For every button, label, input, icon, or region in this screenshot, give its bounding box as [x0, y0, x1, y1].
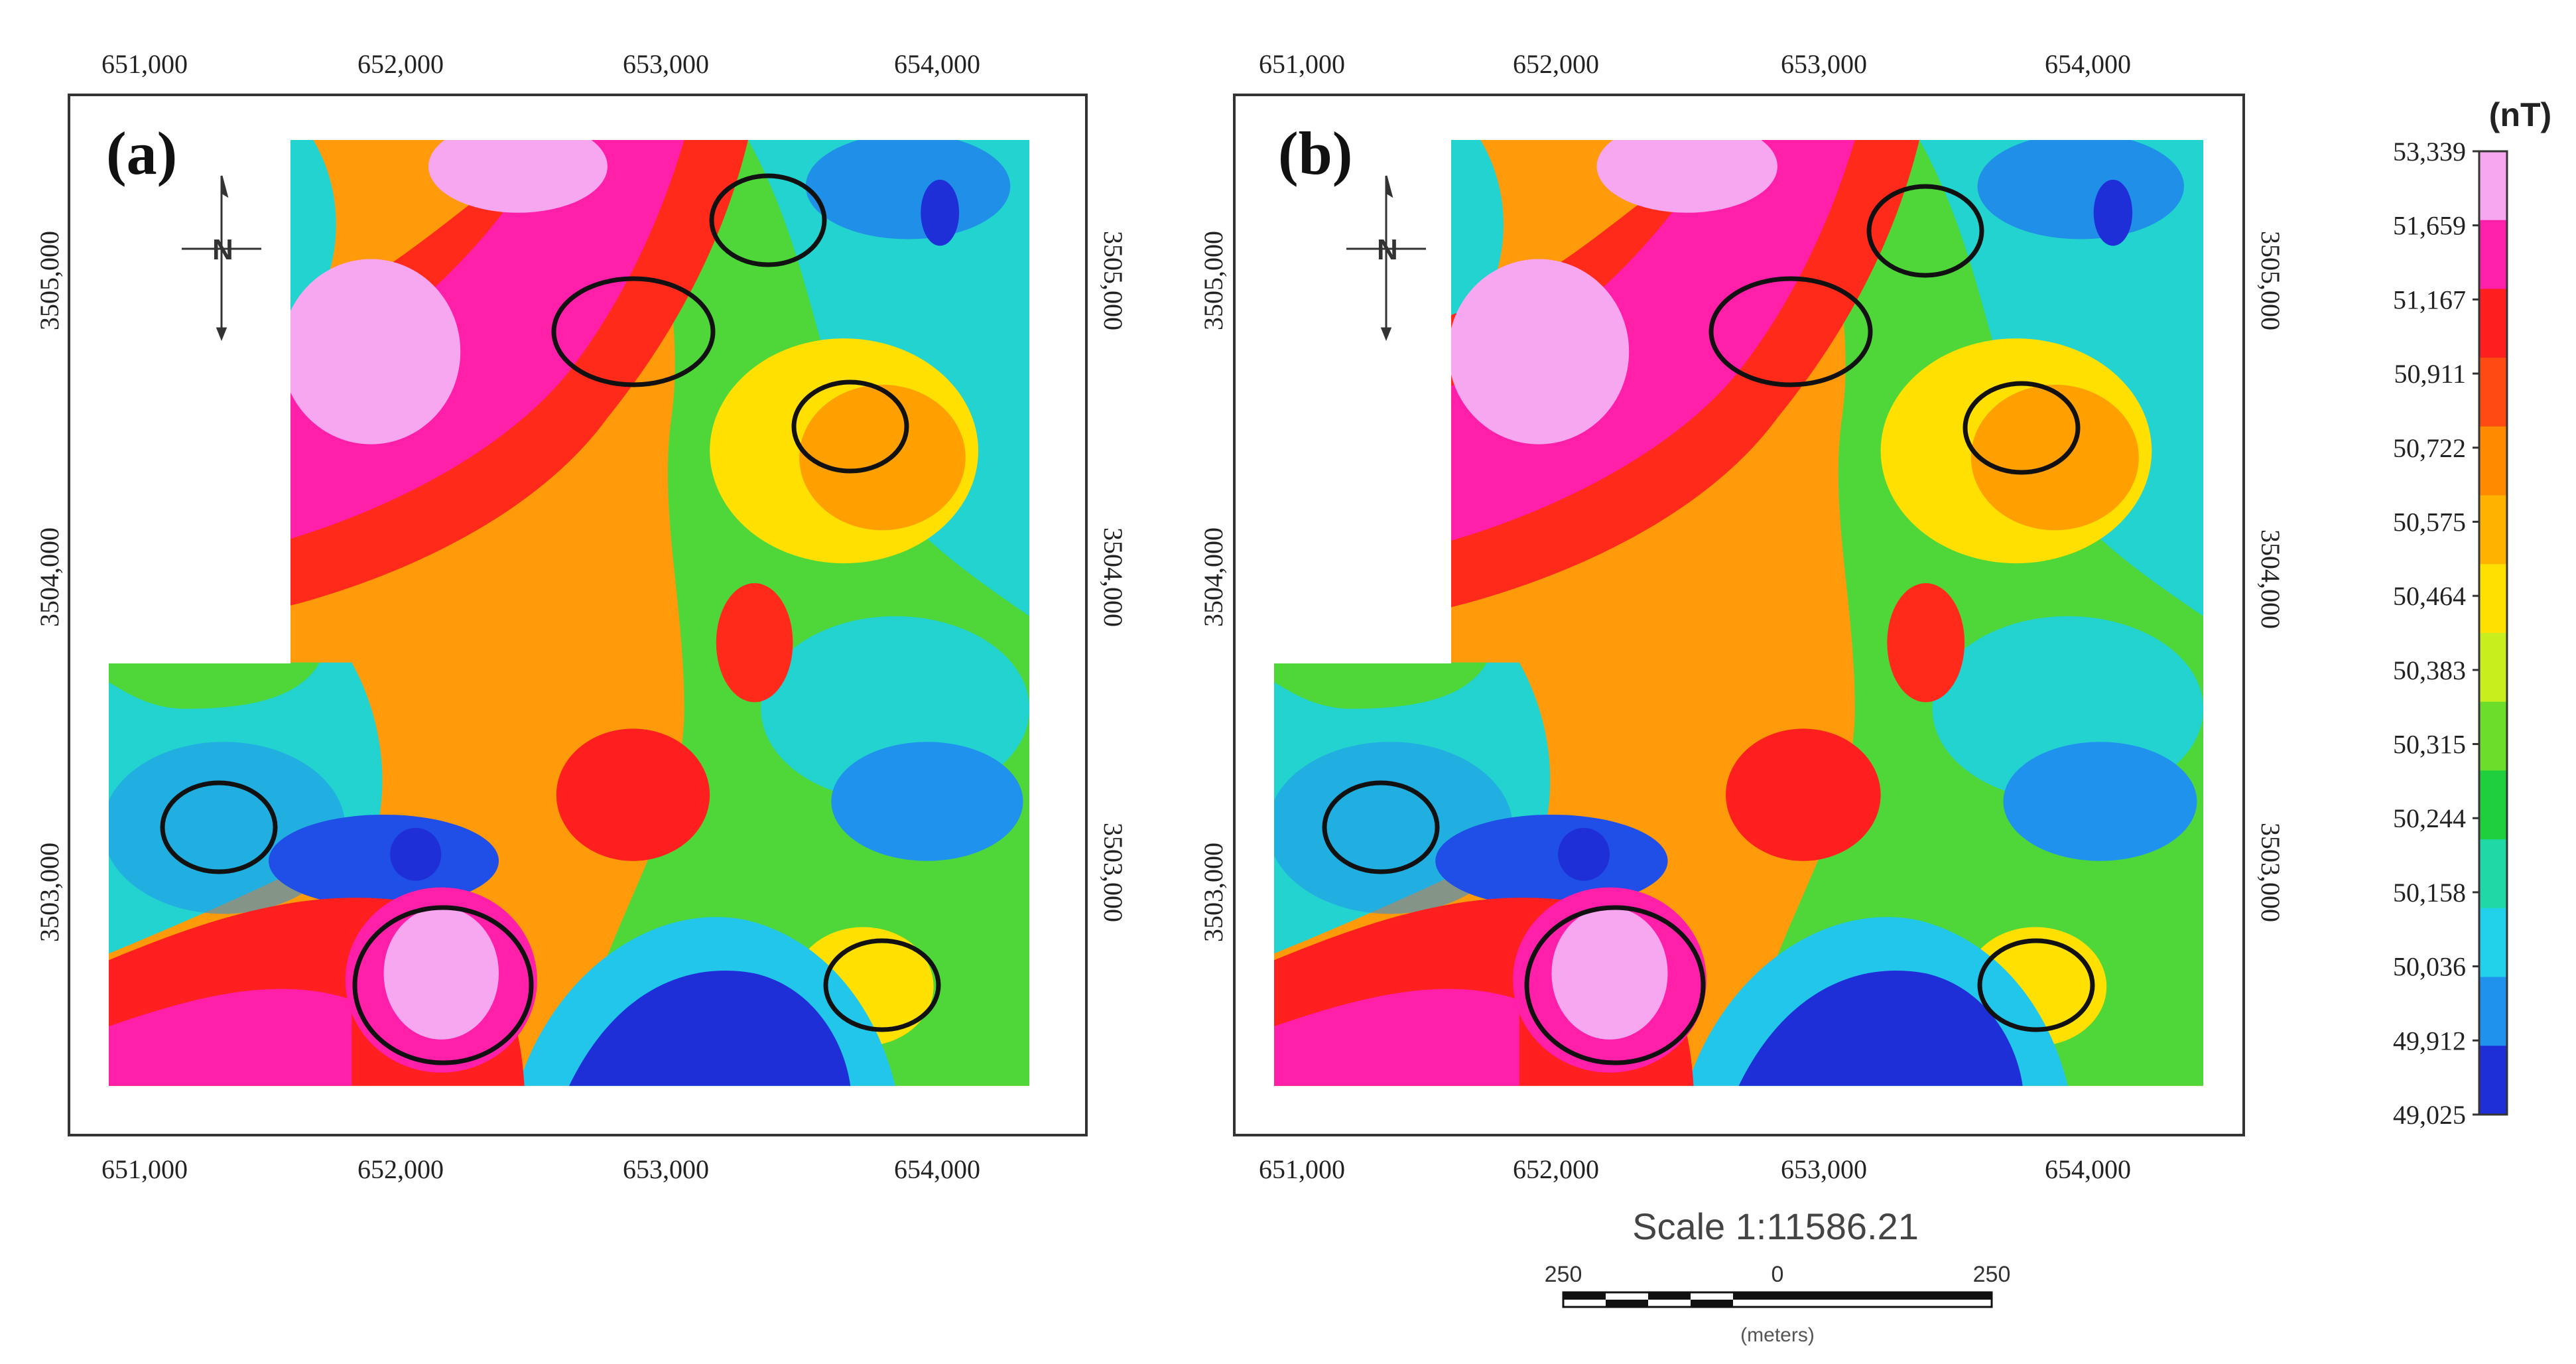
- x-tick: 651,000: [101, 1154, 188, 1184]
- legend-label: 50,383: [2393, 655, 2466, 685]
- x-tick: 654,000: [894, 1154, 980, 1184]
- x-tick: 652,000: [1513, 49, 1599, 79]
- anomaly-circle: [1708, 276, 1873, 387]
- anomaly-circle: [791, 379, 909, 474]
- legend-label: 51,167: [2393, 285, 2466, 314]
- legend-swatch: [2479, 977, 2507, 1046]
- x-tick: 654,000: [2045, 1154, 2131, 1184]
- legend-swatch: [2479, 151, 2507, 221]
- legend-label: 50,036: [2393, 952, 2466, 982]
- legend-label: 53,339: [2393, 137, 2466, 167]
- legend-label: 50,464: [2393, 581, 2466, 611]
- legend-swatch: [2479, 839, 2507, 909]
- x-tick: 651,000: [101, 49, 188, 79]
- y-tick: 3505,000: [1098, 231, 1128, 330]
- legend-unit: (nT): [2489, 96, 2551, 133]
- north-letter: N: [1377, 234, 1398, 266]
- panel-a: N (a) 651,000 652,000 653,000 654,000 65…: [34, 49, 1128, 1184]
- anomaly-circle: [1866, 184, 1984, 278]
- y-tick: 3504,000: [1198, 527, 1228, 627]
- y-tick: 3505,000: [34, 231, 64, 330]
- x-tick: 653,000: [623, 49, 709, 79]
- legend-label: 51,659: [2393, 211, 2466, 241]
- legend-swatch: [2479, 701, 2507, 771]
- y-tick: 3503,000: [2256, 823, 2286, 922]
- legend-label: 49,025: [2393, 1100, 2466, 1130]
- x-tick: 652,000: [1513, 1154, 1599, 1184]
- y-tick: 3504,000: [34, 527, 64, 627]
- scale-tick: 250: [1973, 1262, 2011, 1287]
- x-tick: 652,000: [357, 1154, 444, 1184]
- legend-label: 49,912: [2393, 1026, 2466, 1056]
- x-tick: 653,000: [623, 1154, 709, 1184]
- legend-swatch: [2479, 495, 2507, 565]
- y-tick: 3503,000: [34, 843, 64, 942]
- anomaly-circle: [1322, 780, 1440, 874]
- legend-label: 50,158: [2393, 878, 2466, 908]
- panel-a-anomaly-circles: [160, 173, 941, 1065]
- legend-label: 50,722: [2393, 433, 2466, 463]
- legend-label: 50,575: [2393, 507, 2466, 537]
- color-legend: (nT) 53,339 51,659 51,167 50,911 50,722 50,57…: [2393, 96, 2551, 1130]
- x-tick: 654,000: [894, 49, 980, 79]
- legend-swatches: [2479, 151, 2507, 1115]
- panel-b-anomaly-circles: [1322, 184, 2095, 1065]
- x-tick: 654,000: [2045, 49, 2131, 79]
- legend-swatch: [2479, 564, 2507, 634]
- north-letter: N: [212, 234, 233, 266]
- legend-swatch: [2479, 770, 2507, 840]
- x-tick: 651,000: [1259, 1154, 1345, 1184]
- legend-swatch: [2479, 908, 2507, 978]
- panel-a-label: (a): [106, 119, 177, 187]
- x-tick: 653,000: [1781, 49, 1867, 79]
- y-tick: 3503,000: [1198, 843, 1228, 942]
- scale-bar: Scale 1:11586.21 250 0 250 (meters): [1545, 1205, 2011, 1346]
- scale-bar-graphic: [1562, 1291, 1993, 1308]
- north-arrow-icon: N: [1346, 175, 1426, 342]
- legend-swatch: [2479, 358, 2507, 427]
- scale-tick: 0: [1771, 1262, 1784, 1287]
- y-tick: 3503,000: [1098, 823, 1128, 922]
- legend-bar-outline: [2478, 150, 2508, 1116]
- legend-swatch: [2479, 633, 2507, 703]
- legend-labels: 53,339 51,659 51,167 50,911 50,722 50,575 50,4…: [2393, 137, 2479, 1130]
- north-arrow-icon: N: [182, 175, 261, 342]
- legend-label: 50,911: [2394, 359, 2466, 389]
- legend-label: 50,315: [2393, 730, 2466, 760]
- scale-tick: 250: [1545, 1262, 1582, 1287]
- panel-b: N (b) 651,000 652,000 653,000 654,000 65…: [1198, 49, 2286, 1184]
- legend-swatch: [2479, 1046, 2507, 1115]
- legend-swatch: [2479, 289, 2507, 358]
- x-tick: 651,000: [1259, 49, 1345, 79]
- panel-b-label: (b): [1278, 119, 1352, 187]
- legend-swatch: [2479, 220, 2507, 289]
- x-tick: 652,000: [357, 49, 444, 79]
- y-tick: 3505,000: [2256, 231, 2286, 330]
- anomaly-circle: [709, 173, 827, 267]
- anomaly-circle: [1524, 905, 1706, 1065]
- anomaly-circle: [352, 905, 534, 1065]
- anomaly-circle: [1977, 938, 2095, 1032]
- legend-swatch: [2479, 426, 2507, 496]
- y-tick: 3504,000: [2256, 529, 2286, 629]
- legend-label: 50,244: [2393, 803, 2466, 833]
- anomaly-circle: [551, 276, 716, 387]
- x-tick: 653,000: [1781, 1154, 1867, 1184]
- scale-unit: (meters): [1740, 1324, 1815, 1346]
- scale-title: Scale 1:11586.21: [1632, 1205, 1919, 1247]
- y-tick: 3505,000: [1198, 231, 1228, 330]
- anomaly-circle: [160, 780, 278, 874]
- y-tick: 3504,000: [1098, 527, 1128, 627]
- anomaly-circle: [823, 938, 941, 1032]
- anomaly-circle: [1963, 381, 2081, 475]
